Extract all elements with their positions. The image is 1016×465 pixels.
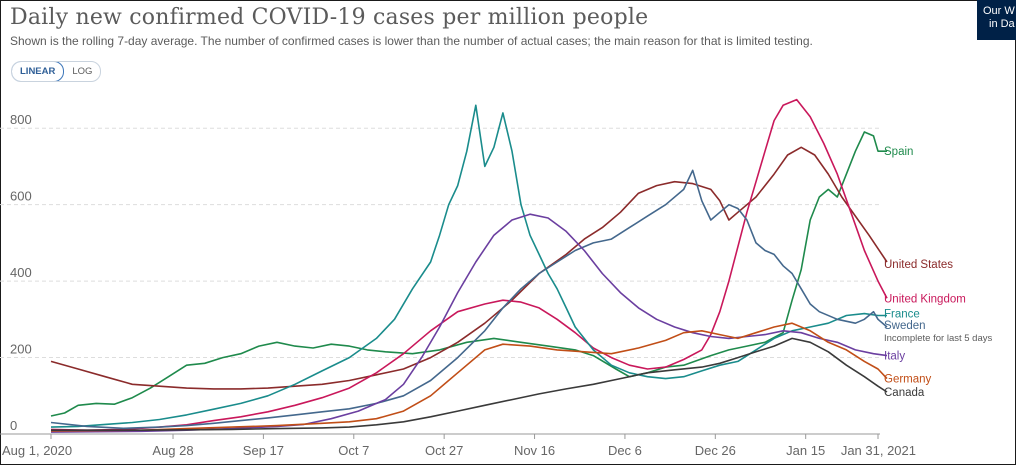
series-labels: Spain United States United Kingdom FranceSw… [884,146,992,399]
x-tick-label: Aug 1, 2020 [2,443,72,458]
series-line-united-states[interactable] [50,146,888,390]
series-label-italy[interactable]: Italy [884,351,905,363]
series-lines [50,98,888,433]
y-tick-label: 600 [10,189,32,204]
series-line-canada[interactable] [51,337,888,431]
x-tick-label: Dec 6 [608,443,642,458]
x-tick-label: Nov 16 [514,443,555,458]
series-label-spain[interactable]: Spain [884,146,913,158]
x-tick-label: Jan 31, 2021 [841,443,916,458]
series-line-france[interactable] [50,104,887,428]
scale-toggle: LINEAR LOG [11,61,102,82]
x-tick-label: Dec 26 [695,443,736,458]
chart-title: Daily new confirmed COVID-19 cases per m… [10,5,649,30]
y-tick-label: 0 [10,418,17,433]
x-axis-tick-labels: Aug 1, 2020 Aug 28 Sep 17 Oct 7 Oct 27 Nov 16… [2,434,916,458]
y-tick-label: 200 [10,342,32,357]
log-scale-button[interactable]: LOG [72,66,93,77]
logo-line-2: in Da [989,18,1015,30]
series-line-sweden[interactable] [50,169,888,430]
y-tick-label: 800 [10,112,32,127]
series-label-canada[interactable]: Canada [884,387,925,399]
series-line-germany[interactable] [50,322,888,432]
y-axis-tick-labels: 0 200 400 600 800 [10,112,32,433]
x-tick-label: Aug 28 [152,443,193,458]
owid-logo[interactable]: Our W in Da [977,0,1016,40]
series-label-sweden[interactable]: Sweden [884,320,926,332]
series-label-germany[interactable]: Germany [884,374,932,386]
y-tick-label: 400 [10,265,32,280]
series-annotation: Incomplete for last 5 days [884,333,992,344]
x-tick-label: Sep 17 [243,443,284,458]
series-line-spain[interactable] [50,131,887,417]
series-label-united-kingdom[interactable]: United Kingdom [884,293,966,305]
x-tick-label: Oct 7 [338,443,369,458]
series-label-france[interactable]: France [884,309,920,321]
series-line-united-kingdom[interactable] [50,98,888,431]
chart-subtitle: Shown is the rolling 7-day average. The … [10,34,813,48]
series-label-united-states[interactable]: United States [884,259,953,271]
x-tick-label: Jan 15 [786,443,825,458]
x-tick-label: Oct 27 [425,443,463,458]
linear-scale-button[interactable]: LINEAR [12,62,65,81]
logo-line-1: Our W [983,5,1015,17]
gridlines [0,127,880,435]
